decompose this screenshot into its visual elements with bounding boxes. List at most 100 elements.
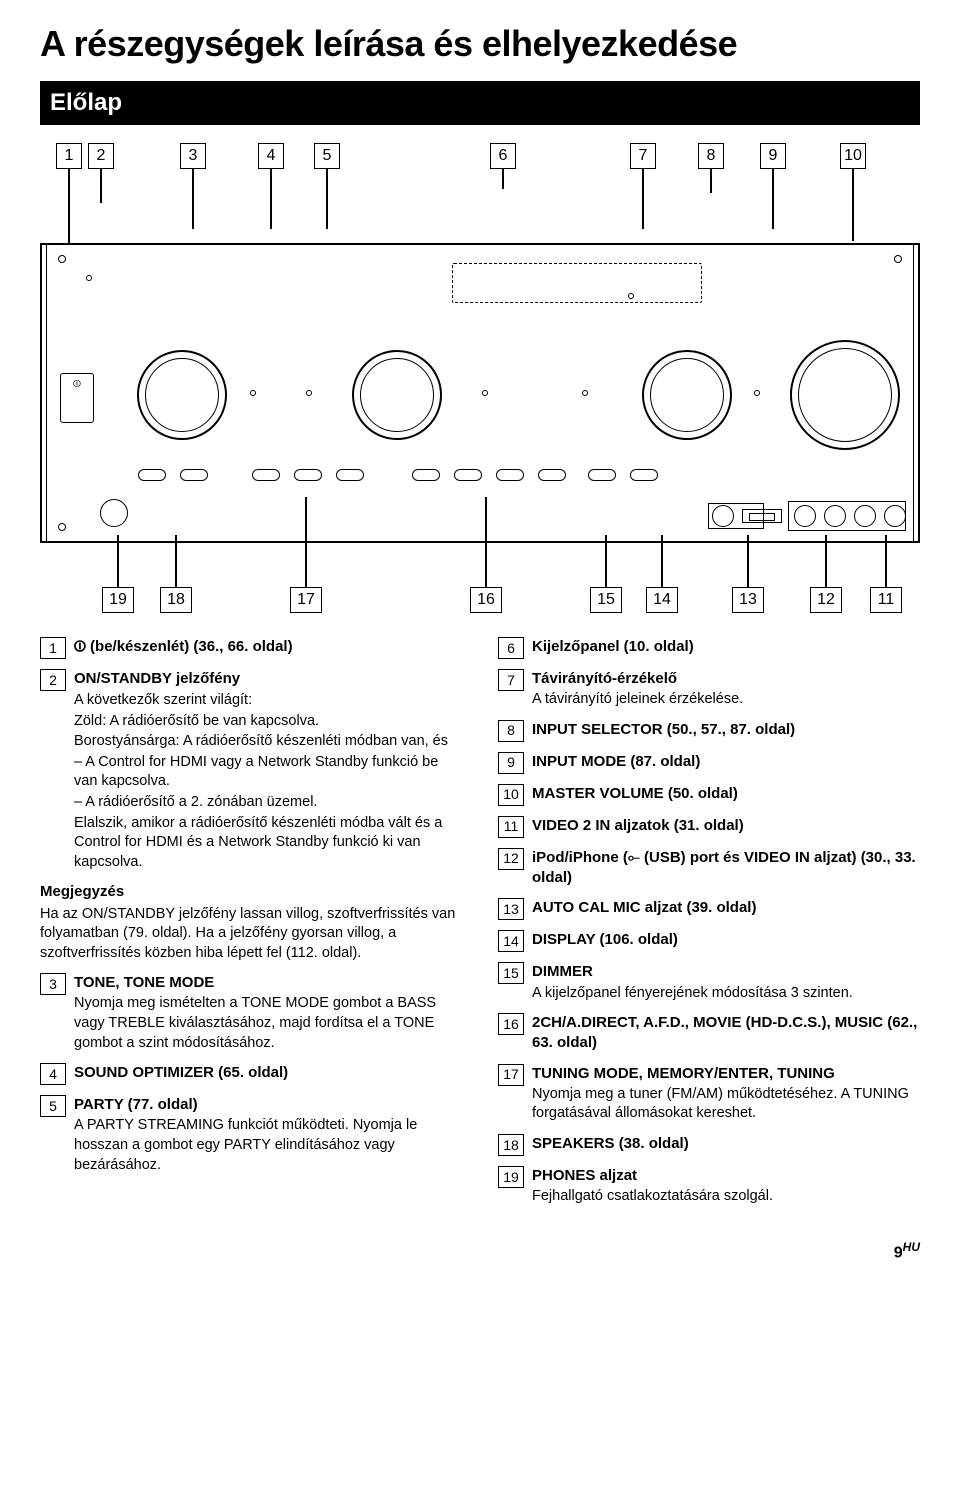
callout-3: 3 [180,143,206,229]
callout-box: 6 [490,143,516,169]
entry-19: 19PHONES aljzatFejhallgató csatlakoztatá… [498,1166,920,1207]
button-row [138,469,208,481]
entry-8: 8INPUT SELECTOR (50., 57., 87. oldal) [498,720,920,742]
callout-19: 19 [102,535,134,613]
callout-13: 13 [732,535,764,613]
entry-body: Kijelzőpanel (10. oldal) [532,637,920,659]
entry-title: ON/STANDBY jelzőfény [74,669,462,689]
entry-number: 6 [498,637,524,659]
callout-box: 2 [88,143,114,169]
entry-line: Zöld: A rádióerősítő be van kapcsolva. [74,712,462,732]
entry-number: 16 [498,1013,524,1035]
entry-body: AUTO CAL MIC aljzat (39. oldal) [532,898,920,920]
button-row [588,469,658,481]
callout-box: 4 [258,143,284,169]
entry-title: INPUT SELECTOR (50., 57., 87. oldal) [532,720,920,740]
entry-body: PARTY (77. oldal)A PARTY STREAMING funkc… [74,1095,462,1175]
entry-7: 7Távirányító-érzékelőA távirányító jelei… [498,669,920,710]
callout-12: 12 [810,535,842,613]
note-heading: Megjegyzés [40,882,462,902]
button-dot [482,390,488,396]
callout-box: 10 [840,143,866,169]
entry-body: MASTER VOLUME (50. oldal) [532,784,920,806]
screw-icon [894,255,902,263]
callout-box: 7 [630,143,656,169]
usb-port [742,509,782,523]
page-title: A részegységek leírása és elhelyezkedése [40,20,920,69]
callout-7: 7 [630,143,656,229]
button-dot [306,390,312,396]
callout-18: 18 [160,535,192,613]
entry-body: 2CH/A.DIRECT, A.F.D., MOVIE (HD-D.C.S.),… [532,1013,920,1054]
page-number: 9 [894,1244,903,1261]
entry-1: 1⏼ (be/készenlét) (36., 66. oldal) [40,637,462,659]
entry-number: 10 [498,784,524,806]
jack [854,505,876,527]
callout-2: 2 [88,143,114,203]
entry-number: 11 [498,816,524,838]
tuning-knob [352,350,442,440]
left-column: 1⏼ (be/készenlét) (36., 66. oldal)2ON/ST… [40,637,462,1217]
callout-box: 15 [590,587,622,613]
callout-box: 5 [314,143,340,169]
entry-number: 18 [498,1134,524,1156]
entry-title: Távirányító-érzékelő [532,669,920,689]
entry-18: 18 SPEAKERS (38. oldal) [498,1134,920,1156]
mic-jack [712,505,734,527]
entry-title: TUNING MODE, MEMORY/ENTER, TUNING [532,1064,920,1084]
entry-title: SOUND OPTIMIZER (65. oldal) [74,1063,462,1083]
callout-14: 14 [646,535,678,613]
callout-4: 4 [258,143,284,229]
entry-line: A kijelzőpanel fényerejének módosítása 3… [532,984,920,1004]
button-dot [754,390,760,396]
entry-number: 15 [498,962,524,984]
entry-desc: A következők szerint világít: [74,691,462,711]
entry-body: iPod/iPhone (⟜ (USB) port és VIDEO IN al… [532,848,920,889]
entry-12: 12iPod/iPhone (⟜ (USB) port és VIDEO IN … [498,848,920,889]
entry-line: Nyomja meg ismételten a TONE MODE gombot… [74,994,462,1053]
right-column: 6 Kijelzőpanel (10. oldal) 7Távirányító-ér… [498,637,920,1217]
entry-number: 3 [40,973,66,995]
entry-4: 4SOUND OPTIMIZER (65. oldal) [40,1063,462,1085]
entry-title: PHONES aljzat [532,1166,920,1186]
entry-title: DIMMER [532,962,920,982]
jack [794,505,816,527]
entry-line: A távirányító jeleinek érzékelése. [532,690,920,710]
entry-13: 13AUTO CAL MIC aljzat (39. oldal) [498,898,920,920]
callout-16: 16 [470,497,502,613]
entry-line: Borostyánsárga: A rádióerősítő készenlét… [74,732,462,752]
description-columns: 1⏼ (be/készenlét) (36., 66. oldal)2ON/ST… [40,637,920,1217]
callout-5: 5 [314,143,340,229]
entry-title: DISPLAY (106. oldal) [532,930,920,950]
button-row [412,469,566,481]
section-heading: Előlap [40,81,920,125]
callout-box: 1 [56,143,82,169]
entry-title: PARTY (77. oldal) [74,1095,462,1115]
callout-box: 16 [470,587,502,613]
page-footer: 9HU [40,1239,920,1264]
jack [824,505,846,527]
entry-line: A PARTY STREAMING funkciót működteti. Ny… [74,1116,462,1175]
display-area [452,263,702,303]
callout-8: 8 [698,143,724,193]
entry-3: 3TONE, TONE MODENyomja meg ismételten a … [40,973,462,1053]
entry-line: Nyomja meg a tuner (FM/AM) működtetéséhe… [532,1085,920,1124]
entry-body: ON/STANDBY jelzőfényA következők szerint… [74,669,462,872]
entry-16: 16 2CH/A.DIRECT, A.F.D., MOVIE (HD-D.C.S.… [498,1013,920,1054]
callout-box: 19 [102,587,134,613]
entry-body: SPEAKERS (38. oldal) [532,1134,920,1156]
entry-11: 11VIDEO 2 IN aljzatok (31. oldal) [498,816,920,838]
entry-number: 14 [498,930,524,952]
entry-14: 14 DISPLAY (106. oldal) [498,930,920,952]
callout-box: 14 [646,587,678,613]
entry-number: 9 [498,752,524,774]
entry-line: Elalszik, amikor a rádióerősítő készenlé… [74,814,462,873]
entry-number: 1 [40,637,66,659]
jack [884,505,906,527]
entry-line: Fejhallgató csatlakoztatására szolgál. [532,1187,920,1207]
callout-box: 9 [760,143,786,169]
callout-box: 13 [732,587,764,613]
entry-10: 10 MASTER VOLUME (50. oldal) [498,784,920,806]
entry-number: 17 [498,1064,524,1086]
entry-15: 15 DIMMERA kijelzőpanel fényerejének módo… [498,962,920,1003]
